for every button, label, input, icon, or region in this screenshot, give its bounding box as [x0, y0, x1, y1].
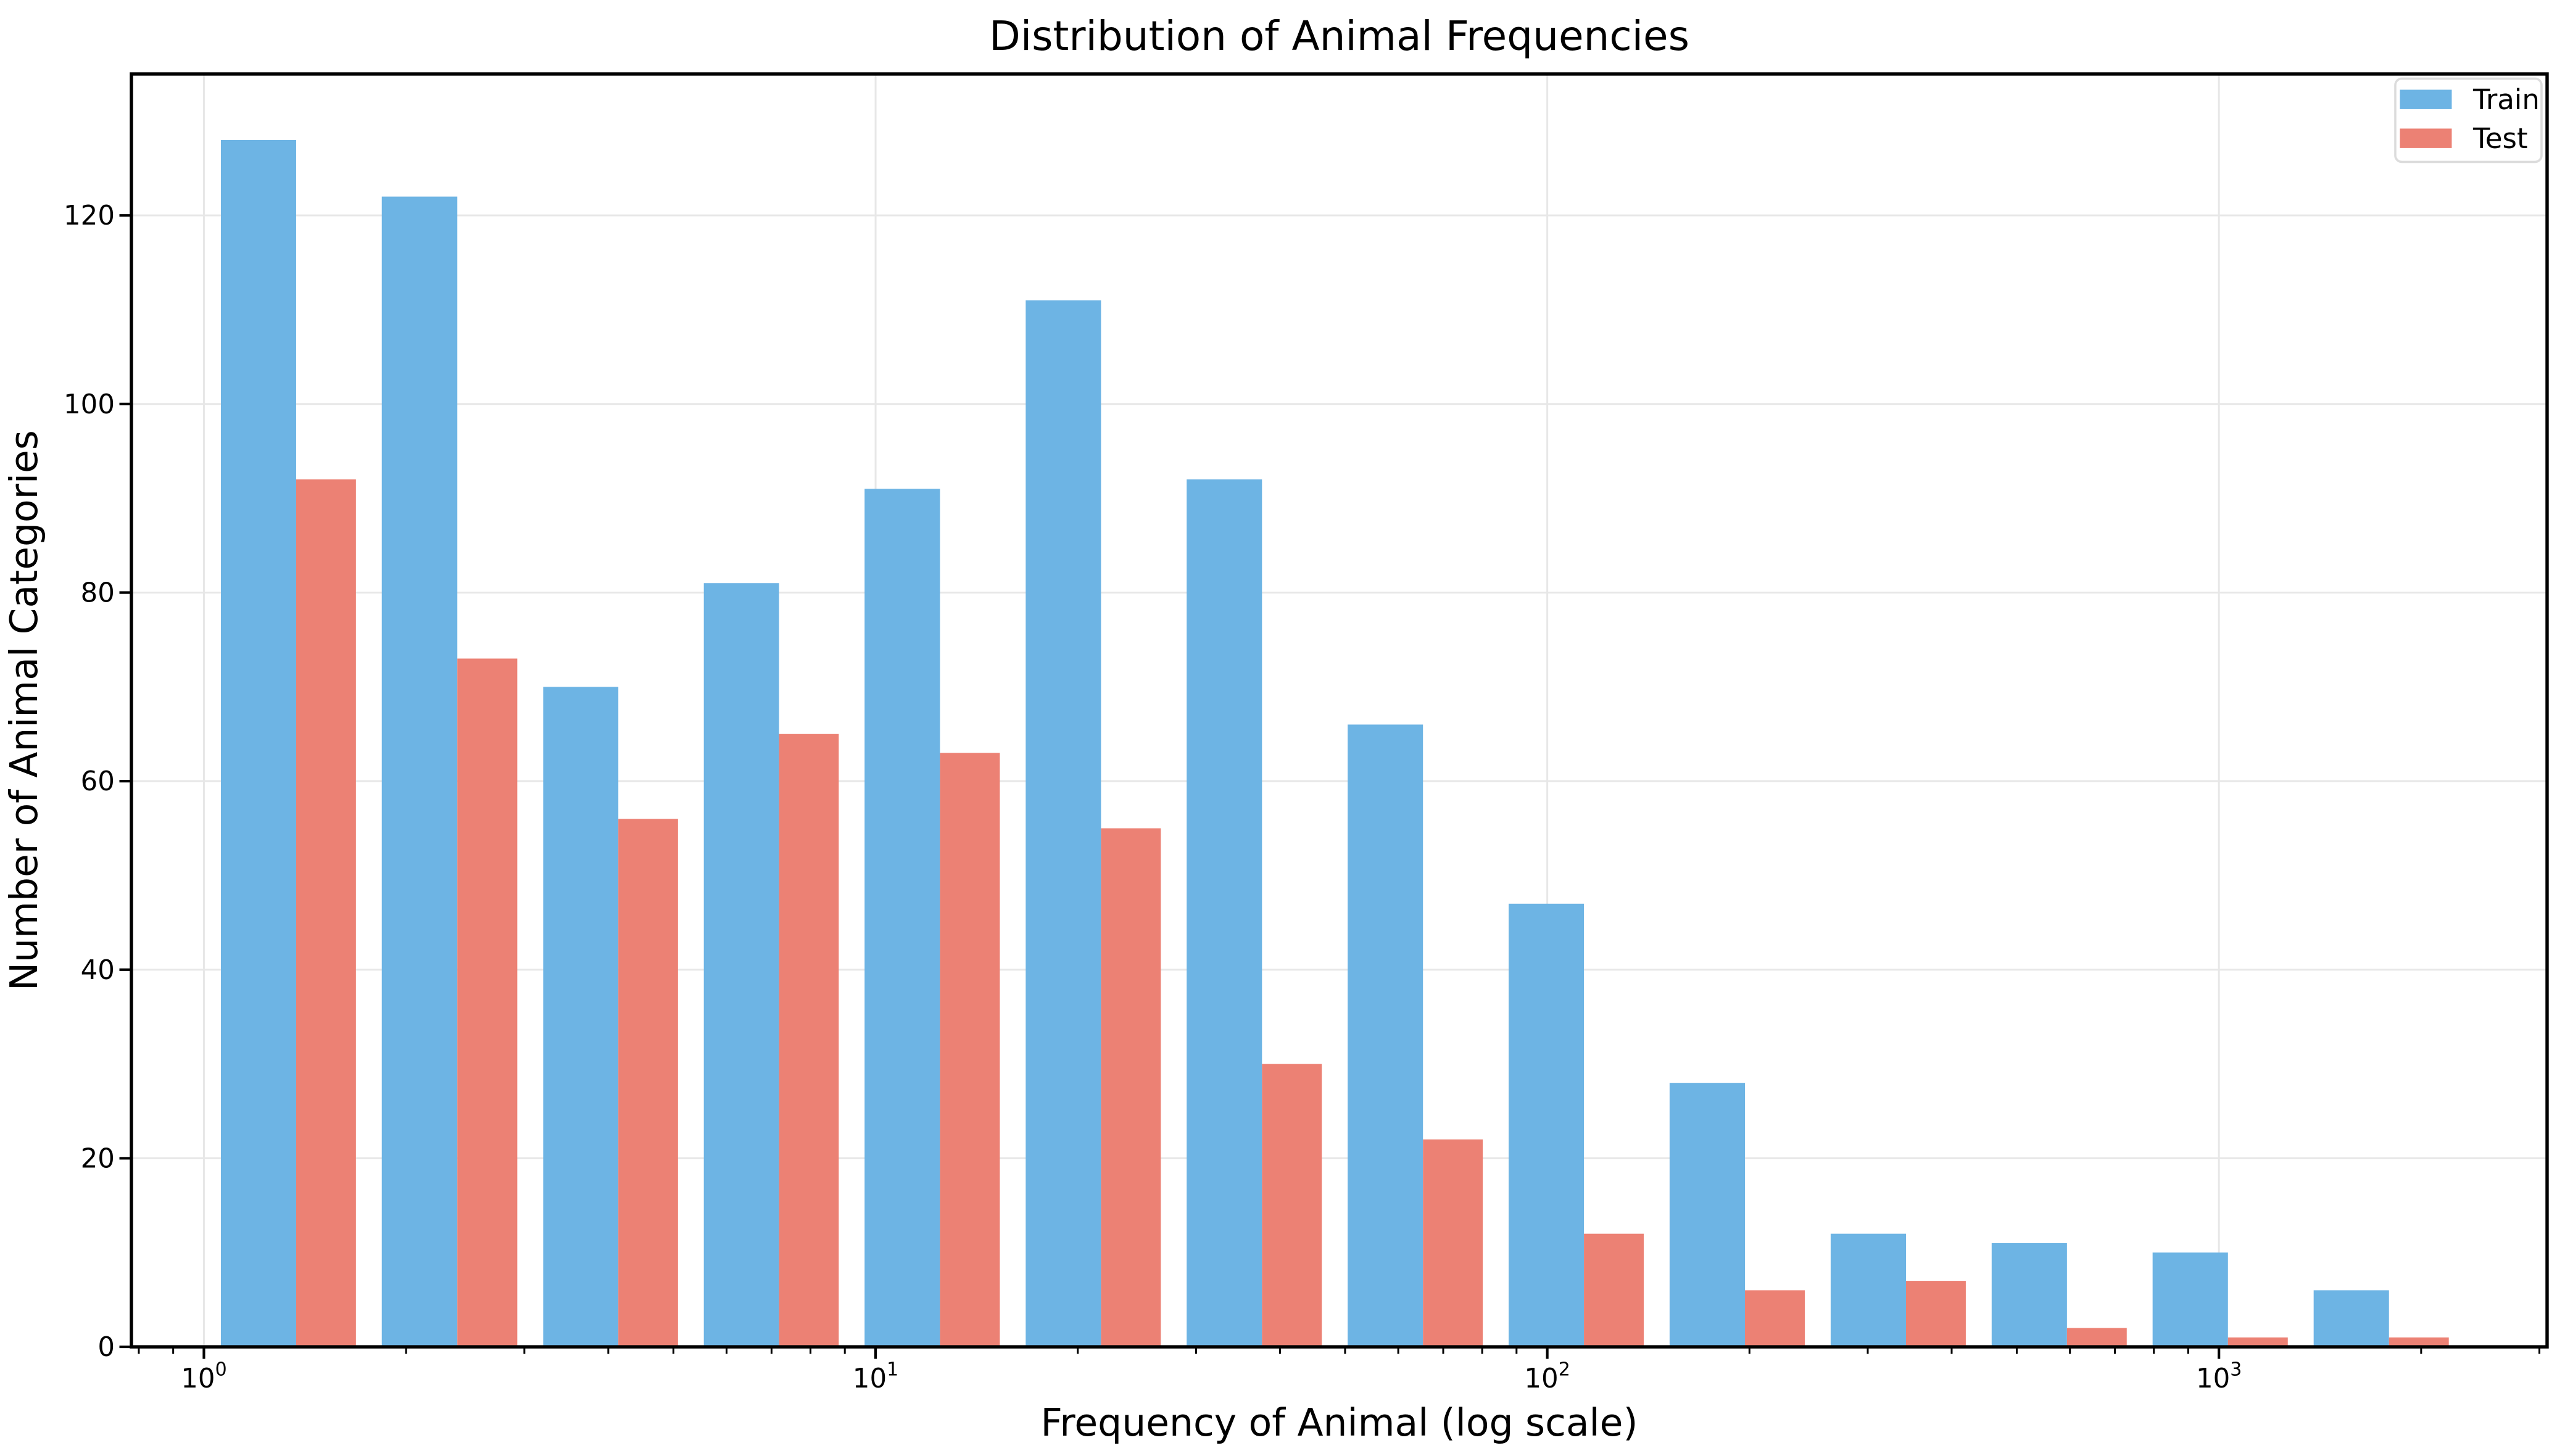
- y-axis-tick-labels: 0 20 40 60 80 100 120: [64, 201, 115, 1363]
- y-tick-label: 100: [64, 389, 115, 420]
- train-bar: [1348, 724, 1423, 1347]
- train-bar: [1025, 300, 1101, 1347]
- test-bar: [940, 753, 1000, 1347]
- y-tick-label: 20: [81, 1143, 115, 1174]
- train-bar: [1991, 1243, 2067, 1347]
- train-bar: [1187, 479, 1262, 1347]
- train-bar: [703, 583, 779, 1347]
- y-tick-label: 40: [81, 955, 115, 986]
- legend-label: Test: [2472, 122, 2528, 155]
- chart-title: Distribution of Animal Frequencies: [989, 12, 1689, 60]
- x-axis-tick-labels: 100 101 102 103: [181, 1359, 2242, 1394]
- train-legend-swatch: [2400, 89, 2452, 109]
- train-bar: [543, 687, 619, 1347]
- y-tick-label: 120: [64, 201, 115, 231]
- bar-groups: [221, 139, 2449, 1347]
- test-bar: [1905, 1281, 1966, 1347]
- train-bar: [2152, 1252, 2228, 1347]
- train-bar: [1830, 1233, 1906, 1347]
- test-bar: [2066, 1328, 2127, 1347]
- test-bar: [1262, 1064, 1322, 1347]
- x-tick-label: 101: [853, 1359, 898, 1394]
- axis-ticks: [119, 214, 2541, 1359]
- test-bar: [618, 819, 678, 1347]
- test-bar: [2227, 1337, 2288, 1347]
- test-bar: [779, 734, 839, 1347]
- test-bar: [2389, 1337, 2449, 1347]
- test-bar: [457, 658, 518, 1347]
- x-tick-label: 100: [181, 1359, 226, 1394]
- x-axis-label: Frequency of Animal (log scale): [1041, 1401, 1638, 1445]
- train-bar: [1669, 1083, 1746, 1347]
- legend: Train Test: [2394, 77, 2543, 163]
- x-tick-label: 102: [1524, 1359, 1570, 1394]
- train-bar: [381, 196, 458, 1347]
- plot-border: [130, 72, 2549, 1349]
- test-bar: [1423, 1139, 1483, 1347]
- gridlines: [131, 73, 2547, 1347]
- train-bar: [1509, 903, 1585, 1347]
- train-bar: [864, 489, 940, 1347]
- test-legend-swatch: [2400, 128, 2452, 148]
- y-tick-label: 80: [81, 577, 115, 608]
- y-tick-label: 0: [97, 1332, 115, 1363]
- train-bar: [2313, 1290, 2389, 1347]
- test-bar: [1745, 1290, 1805, 1347]
- test-bar: [1584, 1233, 1644, 1347]
- test-bar: [1101, 828, 1161, 1347]
- x-tick-label: 103: [2196, 1359, 2242, 1394]
- train-bar: [221, 139, 296, 1347]
- y-axis-label: Number of Animal Categories: [2, 430, 46, 991]
- test-bar: [296, 479, 356, 1347]
- y-tick-label: 60: [81, 766, 115, 797]
- legend-label: Train: [2472, 83, 2540, 116]
